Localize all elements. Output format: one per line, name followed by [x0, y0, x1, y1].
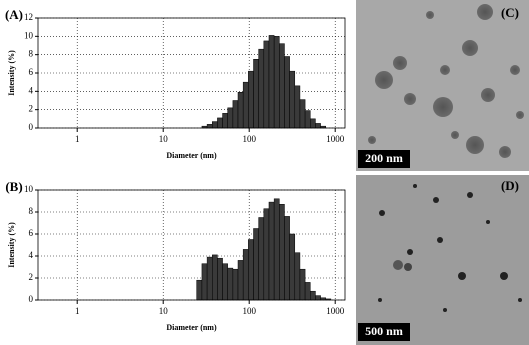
y-tick-label: 4	[29, 85, 34, 95]
bar	[196, 279, 203, 301]
scale-box	[358, 150, 410, 168]
tem-image-c: (C) 200 nm	[356, 0, 529, 171]
y-tick-label: 10	[24, 184, 34, 194]
y-tick-label: 0	[29, 122, 34, 132]
bar	[284, 56, 290, 129]
scale-box	[358, 323, 410, 341]
plot-frame	[37, 189, 346, 301]
bar	[289, 70, 296, 129]
y-tick-label: 8	[29, 206, 34, 216]
plot-frame	[37, 17, 346, 129]
x-tick-label: 100	[242, 134, 256, 144]
bar	[212, 254, 218, 301]
bar	[310, 118, 316, 129]
tem-image-d: (D) 500 nm	[356, 175, 529, 345]
bar	[206, 124, 213, 129]
bar	[279, 43, 285, 129]
bar	[201, 263, 208, 301]
x-tick-label: 1000	[326, 306, 345, 316]
bar	[284, 216, 290, 301]
y-axis-label: Intensity (%)	[7, 222, 16, 268]
x-tick-label: 1	[75, 306, 80, 316]
x-tick-label: 10	[159, 306, 169, 316]
bar	[227, 267, 234, 301]
bar	[248, 239, 254, 301]
y-tick-label: 4	[29, 250, 34, 260]
y-tick-label: 10	[24, 30, 34, 40]
panel-label: (C)	[501, 5, 519, 20]
x-tick-label: 100	[242, 306, 256, 316]
bar	[237, 92, 244, 129]
y-tick-label: 2	[29, 272, 34, 282]
bar	[258, 217, 265, 301]
bar	[206, 256, 213, 301]
bar	[304, 110, 311, 129]
image-background	[356, 175, 529, 345]
chart: (A) 0 2 4 6 8 10 12 1 10 100 1000 Diameter (nm) Inten…	[5, 7, 346, 160]
bar	[232, 100, 239, 129]
bar	[299, 268, 306, 301]
bar	[279, 204, 285, 301]
particles	[378, 184, 522, 312]
bar	[212, 121, 218, 129]
y-axis-label: Intensity (%)	[7, 50, 16, 96]
y-tick-label: 6	[29, 228, 34, 238]
bar	[273, 36, 280, 129]
bar	[310, 290, 316, 301]
panel-label: (B)	[5, 179, 22, 194]
y-tick-label: 2	[29, 104, 34, 114]
bar	[253, 228, 259, 301]
bar	[273, 198, 280, 301]
bar	[237, 260, 244, 301]
chart: (B) 0 2 4 6 8 10 1 10 100 1000 Diameter (nm) Intensi…	[5, 179, 346, 332]
x-axis-label: Diameter (nm)	[166, 151, 217, 160]
x-axis-label: Diameter (nm)	[166, 323, 217, 332]
bar	[222, 263, 228, 301]
y-tick-label: 8	[29, 49, 34, 59]
bar	[248, 70, 254, 129]
bar	[315, 295, 321, 301]
y-tick-label: 6	[29, 67, 34, 77]
bar	[268, 201, 275, 301]
bar	[227, 107, 234, 129]
bar	[268, 35, 275, 129]
bar	[263, 40, 270, 129]
bar	[304, 282, 311, 301]
bar	[217, 257, 223, 301]
bar	[258, 48, 265, 129]
bar	[232, 268, 239, 301]
panel-label: (A)	[5, 7, 23, 22]
bar	[253, 59, 259, 129]
scale-bar-label: 200 nm	[365, 151, 403, 165]
bar	[294, 252, 301, 301]
y-tick-label: 12	[24, 12, 33, 22]
bar	[289, 233, 296, 301]
bar	[315, 123, 321, 129]
bar	[242, 249, 249, 301]
bar	[299, 99, 306, 129]
bar	[263, 208, 270, 301]
x-tick-label: 1	[75, 134, 80, 144]
bar	[294, 85, 301, 129]
x-tick-label: 10	[159, 134, 169, 144]
y-tick-label: 0	[29, 294, 34, 304]
particles	[368, 4, 524, 158]
panel-label: (D)	[501, 178, 519, 193]
x-tick-label: 1000	[326, 134, 345, 144]
bar	[222, 113, 228, 129]
scale-bar-label: 500 nm	[365, 324, 403, 338]
bar	[217, 117, 223, 129]
bar	[242, 81, 249, 129]
